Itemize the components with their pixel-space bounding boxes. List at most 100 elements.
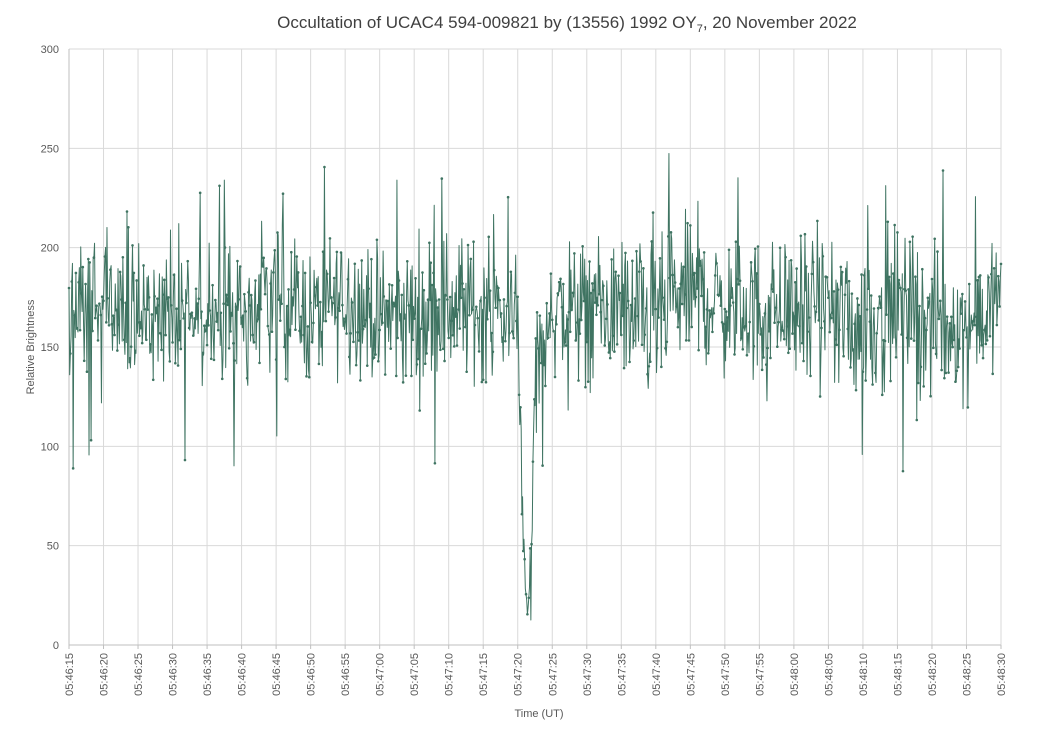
data-point (505, 304, 508, 308)
data-point (236, 259, 239, 263)
data-point (248, 304, 252, 307)
data-point (956, 365, 960, 369)
data-point (410, 374, 413, 378)
data-point (936, 250, 939, 253)
data-point (530, 542, 533, 546)
data-point (519, 405, 522, 409)
data-point (892, 272, 895, 275)
data-point (745, 353, 749, 357)
data-point (379, 312, 383, 316)
data-point (875, 331, 879, 335)
data-point (617, 274, 620, 278)
data-point (727, 248, 731, 252)
data-point (437, 298, 441, 301)
data-point (357, 339, 361, 342)
data-point (125, 210, 129, 213)
data-point (299, 315, 303, 319)
data-point (879, 306, 883, 309)
data-point (473, 323, 477, 327)
data-point (969, 329, 972, 332)
data-point (365, 364, 369, 367)
data-point (327, 310, 330, 313)
data-point (796, 303, 800, 306)
data-point (191, 334, 195, 337)
data-point (978, 274, 982, 277)
data-point (940, 368, 943, 372)
data-point (912, 339, 916, 342)
x-tick-label: 05:47:50 (720, 653, 732, 696)
data-point (860, 273, 863, 276)
data-point (185, 301, 188, 305)
data-point (245, 376, 249, 380)
data-point (215, 320, 219, 323)
data-point (243, 292, 246, 296)
data-point (647, 365, 651, 368)
data-point (230, 314, 234, 317)
data-point (984, 342, 988, 346)
data-point (810, 272, 814, 276)
data-point (825, 275, 829, 279)
data-point (774, 306, 778, 309)
data-point (679, 282, 682, 286)
data-point (495, 284, 499, 288)
data-point (89, 438, 93, 442)
y-tick-label: 150 (41, 342, 59, 354)
data-point (278, 319, 282, 322)
data-point (660, 365, 663, 369)
data-point (292, 288, 296, 291)
y-tick-label: 50 (47, 541, 59, 553)
x-tick-label: 05:48:15 (892, 653, 904, 696)
data-point (506, 195, 510, 199)
data-point (168, 360, 172, 363)
data-point (740, 336, 743, 340)
data-point (334, 316, 337, 319)
data-point (821, 254, 825, 258)
data-point (151, 378, 155, 382)
data-point (267, 333, 271, 336)
data-point (671, 273, 674, 277)
data-point (480, 380, 484, 384)
data-point (701, 277, 705, 281)
data-point (150, 313, 154, 316)
data-point (793, 280, 797, 284)
data-point (974, 315, 978, 319)
data-point (154, 306, 158, 310)
data-point (994, 287, 997, 291)
data-point (738, 279, 742, 283)
data-point (509, 270, 513, 274)
data-point (851, 348, 855, 351)
x-tick-label: 05:46:35 (202, 653, 214, 696)
data-point (973, 323, 977, 327)
data-point (85, 370, 89, 374)
data-point (454, 315, 457, 318)
data-point (443, 359, 446, 363)
data-point (715, 262, 718, 265)
data-point (468, 313, 471, 317)
data-point (691, 273, 695, 277)
data-point (923, 316, 927, 320)
data-point (853, 322, 856, 326)
data-point (635, 249, 638, 253)
data-point (305, 375, 308, 378)
data-point (359, 379, 362, 382)
data-point (814, 310, 818, 314)
data-point (537, 347, 540, 350)
data-point (175, 307, 178, 311)
data-point (127, 225, 130, 229)
data-point (516, 295, 520, 299)
data-point (653, 286, 656, 289)
data-point (687, 339, 691, 342)
x-tick-label: 05:47:30 (582, 653, 594, 696)
data-point (133, 349, 137, 353)
data-point (167, 296, 170, 299)
data-point (96, 339, 100, 342)
data-point (132, 271, 136, 275)
data-point (396, 336, 399, 340)
data-point (524, 592, 528, 596)
data-point (287, 288, 290, 291)
data-point (789, 258, 793, 262)
data-point (563, 340, 566, 344)
data-point (266, 324, 270, 328)
data-point (318, 300, 322, 304)
data-point (107, 323, 111, 327)
